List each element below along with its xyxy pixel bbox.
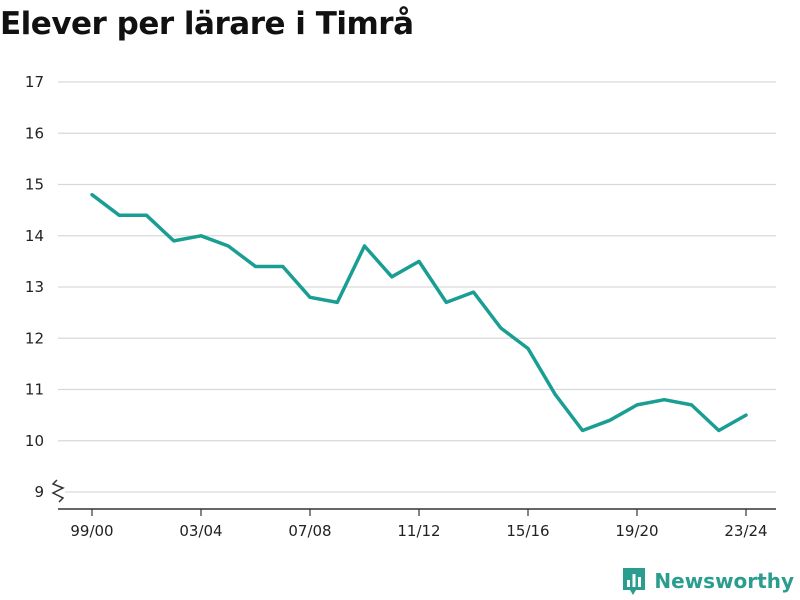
x-axis <box>58 508 776 516</box>
y-tick-label-11: 11 <box>25 381 44 399</box>
newsworthy-logo: Newsworthy <box>621 566 794 596</box>
axis-break-icon <box>49 478 65 506</box>
series-line-0 <box>90 192 748 433</box>
x-tick-label-99/00: 99/00 <box>70 522 113 540</box>
y-tick-label-13: 13 <box>25 278 44 296</box>
series-layer <box>90 192 748 433</box>
y-tick-label-17: 17 <box>25 73 44 91</box>
x-tick-label-15/16: 15/16 <box>506 522 549 540</box>
x-tick-label-03/04: 03/04 <box>179 522 222 540</box>
x-tick-label-23/24: 23/24 <box>724 522 767 540</box>
bar-chart-icon <box>623 568 646 595</box>
brand-name: Newsworthy <box>654 569 794 593</box>
y-axis-tick-labels: 9 10 11 12 13 14 15 16 17 <box>25 73 44 501</box>
grid-lines <box>58 81 776 493</box>
y-tick-label-12: 12 <box>25 329 44 347</box>
x-axis-tick-labels: 99/00 03/04 07/08 11/12 15/16 19/20 23/24 <box>70 522 767 540</box>
chart-title: Elever per lärare i Timrå <box>0 6 414 42</box>
x-tick-label-19/20: 19/20 <box>615 522 658 540</box>
y-tick-label-9: 9 <box>34 483 44 501</box>
y-tick-label-15: 15 <box>25 176 44 194</box>
y-tick-label-16: 16 <box>25 124 44 142</box>
y-tick-label-14: 14 <box>25 227 44 245</box>
x-tick-label-11/12: 11/12 <box>397 522 440 540</box>
x-tick-label-07/08: 07/08 <box>288 522 331 540</box>
y-tick-label-10: 10 <box>25 432 44 450</box>
